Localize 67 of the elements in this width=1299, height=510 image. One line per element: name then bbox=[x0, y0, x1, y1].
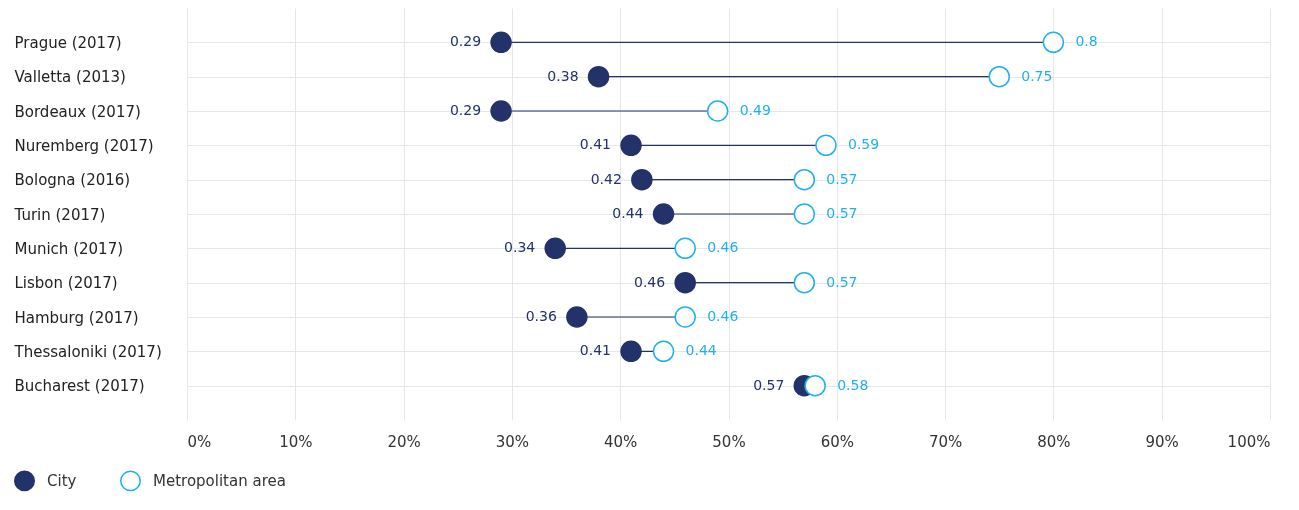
x-tick-label: 60% bbox=[820, 432, 854, 451]
data-label: 0.8 bbox=[1075, 33, 1098, 50]
data-label: 0.57 bbox=[753, 376, 785, 393]
data-label: 0.46 bbox=[707, 308, 739, 324]
data-label: 0.29 bbox=[449, 33, 482, 50]
x-tick-label: 40% bbox=[604, 432, 638, 451]
y-tick-label: Nuremberg (2017) bbox=[14, 136, 154, 155]
point bbox=[490, 31, 512, 54]
point bbox=[631, 168, 653, 191]
y-tick-label: Bordeaux (2017) bbox=[14, 102, 141, 121]
legend-label: Metropolitan area bbox=[153, 471, 286, 490]
x-tick-label: 90% bbox=[1145, 432, 1179, 451]
data-label: 0.57 bbox=[826, 273, 858, 290]
y-tick-label: Hamburg (2017) bbox=[14, 308, 139, 327]
y-tick-label: Thessaloniki (2017) bbox=[13, 342, 162, 361]
data-label: 0.41 bbox=[579, 136, 612, 153]
y-tick-label: Bucharest (2017) bbox=[14, 377, 145, 396]
y-tick-label: Lisbon (2017) bbox=[14, 274, 118, 293]
x-tick-label: 50% bbox=[712, 432, 746, 451]
point bbox=[674, 271, 696, 294]
point bbox=[988, 65, 1010, 88]
point bbox=[490, 100, 512, 122]
x-tick-label: 20% bbox=[387, 432, 421, 451]
y-tick-label: Turin (2017) bbox=[13, 205, 106, 224]
data-label: 0.75 bbox=[1021, 67, 1053, 84]
point bbox=[620, 134, 642, 157]
point bbox=[620, 340, 642, 363]
data-label: 0.44 bbox=[685, 342, 717, 359]
point bbox=[706, 100, 729, 122]
x-tick-label: 30% bbox=[495, 432, 530, 451]
point bbox=[544, 237, 566, 260]
data-label: 0.36 bbox=[525, 308, 557, 324]
data-label: 0.57 bbox=[826, 170, 858, 187]
x-tick-label: 70% bbox=[928, 432, 963, 451]
y-tick-label: Prague (2017) bbox=[14, 33, 122, 52]
point bbox=[793, 168, 816, 191]
data-label: 0.49 bbox=[739, 102, 771, 118]
y-tick-label: Valletta (2013) bbox=[14, 68, 126, 87]
legend-label: City bbox=[47, 471, 77, 490]
point bbox=[652, 340, 675, 363]
data-label: 0.58 bbox=[837, 376, 869, 393]
point bbox=[793, 203, 816, 225]
x-tick-label: 100% bbox=[1227, 432, 1271, 451]
data-label: 0.42 bbox=[590, 170, 622, 187]
data-label: 0.38 bbox=[547, 67, 579, 84]
data-label: 0.59 bbox=[847, 136, 880, 153]
data-label: 0.44 bbox=[612, 205, 644, 221]
data-label: 0.46 bbox=[634, 273, 666, 290]
x-tick-label: 10% bbox=[279, 432, 313, 451]
point bbox=[793, 271, 816, 294]
data-label: 0.34 bbox=[504, 239, 536, 256]
x-tick-label: 0% bbox=[187, 432, 212, 451]
point bbox=[815, 134, 837, 157]
data-label: 0.29 bbox=[449, 102, 482, 118]
point bbox=[1042, 31, 1065, 54]
data-label: 0.57 bbox=[826, 205, 858, 221]
point bbox=[652, 203, 675, 225]
point bbox=[566, 306, 588, 328]
point bbox=[674, 237, 696, 260]
x-tick-label: 80% bbox=[1037, 432, 1071, 451]
point bbox=[674, 306, 696, 328]
point bbox=[804, 374, 826, 397]
point bbox=[587, 65, 610, 88]
data-label: 0.41 bbox=[579, 342, 612, 359]
data-label: 0.46 bbox=[707, 239, 739, 256]
y-tick-label: Bologna (2016) bbox=[14, 171, 131, 190]
y-tick-label: Munich (2017) bbox=[14, 239, 124, 258]
